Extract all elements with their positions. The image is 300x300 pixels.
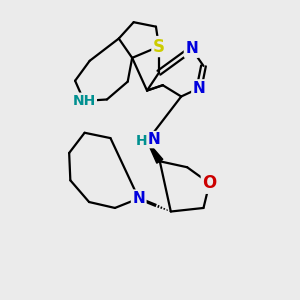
Text: O: O <box>202 174 217 192</box>
Text: N: N <box>193 81 206 96</box>
Text: N: N <box>185 41 198 56</box>
Text: N: N <box>132 191 145 206</box>
Polygon shape <box>147 141 163 163</box>
Text: N: N <box>148 132 161 147</box>
Text: S: S <box>153 38 165 56</box>
Text: NH: NH <box>72 94 96 108</box>
Text: H: H <box>135 134 147 148</box>
